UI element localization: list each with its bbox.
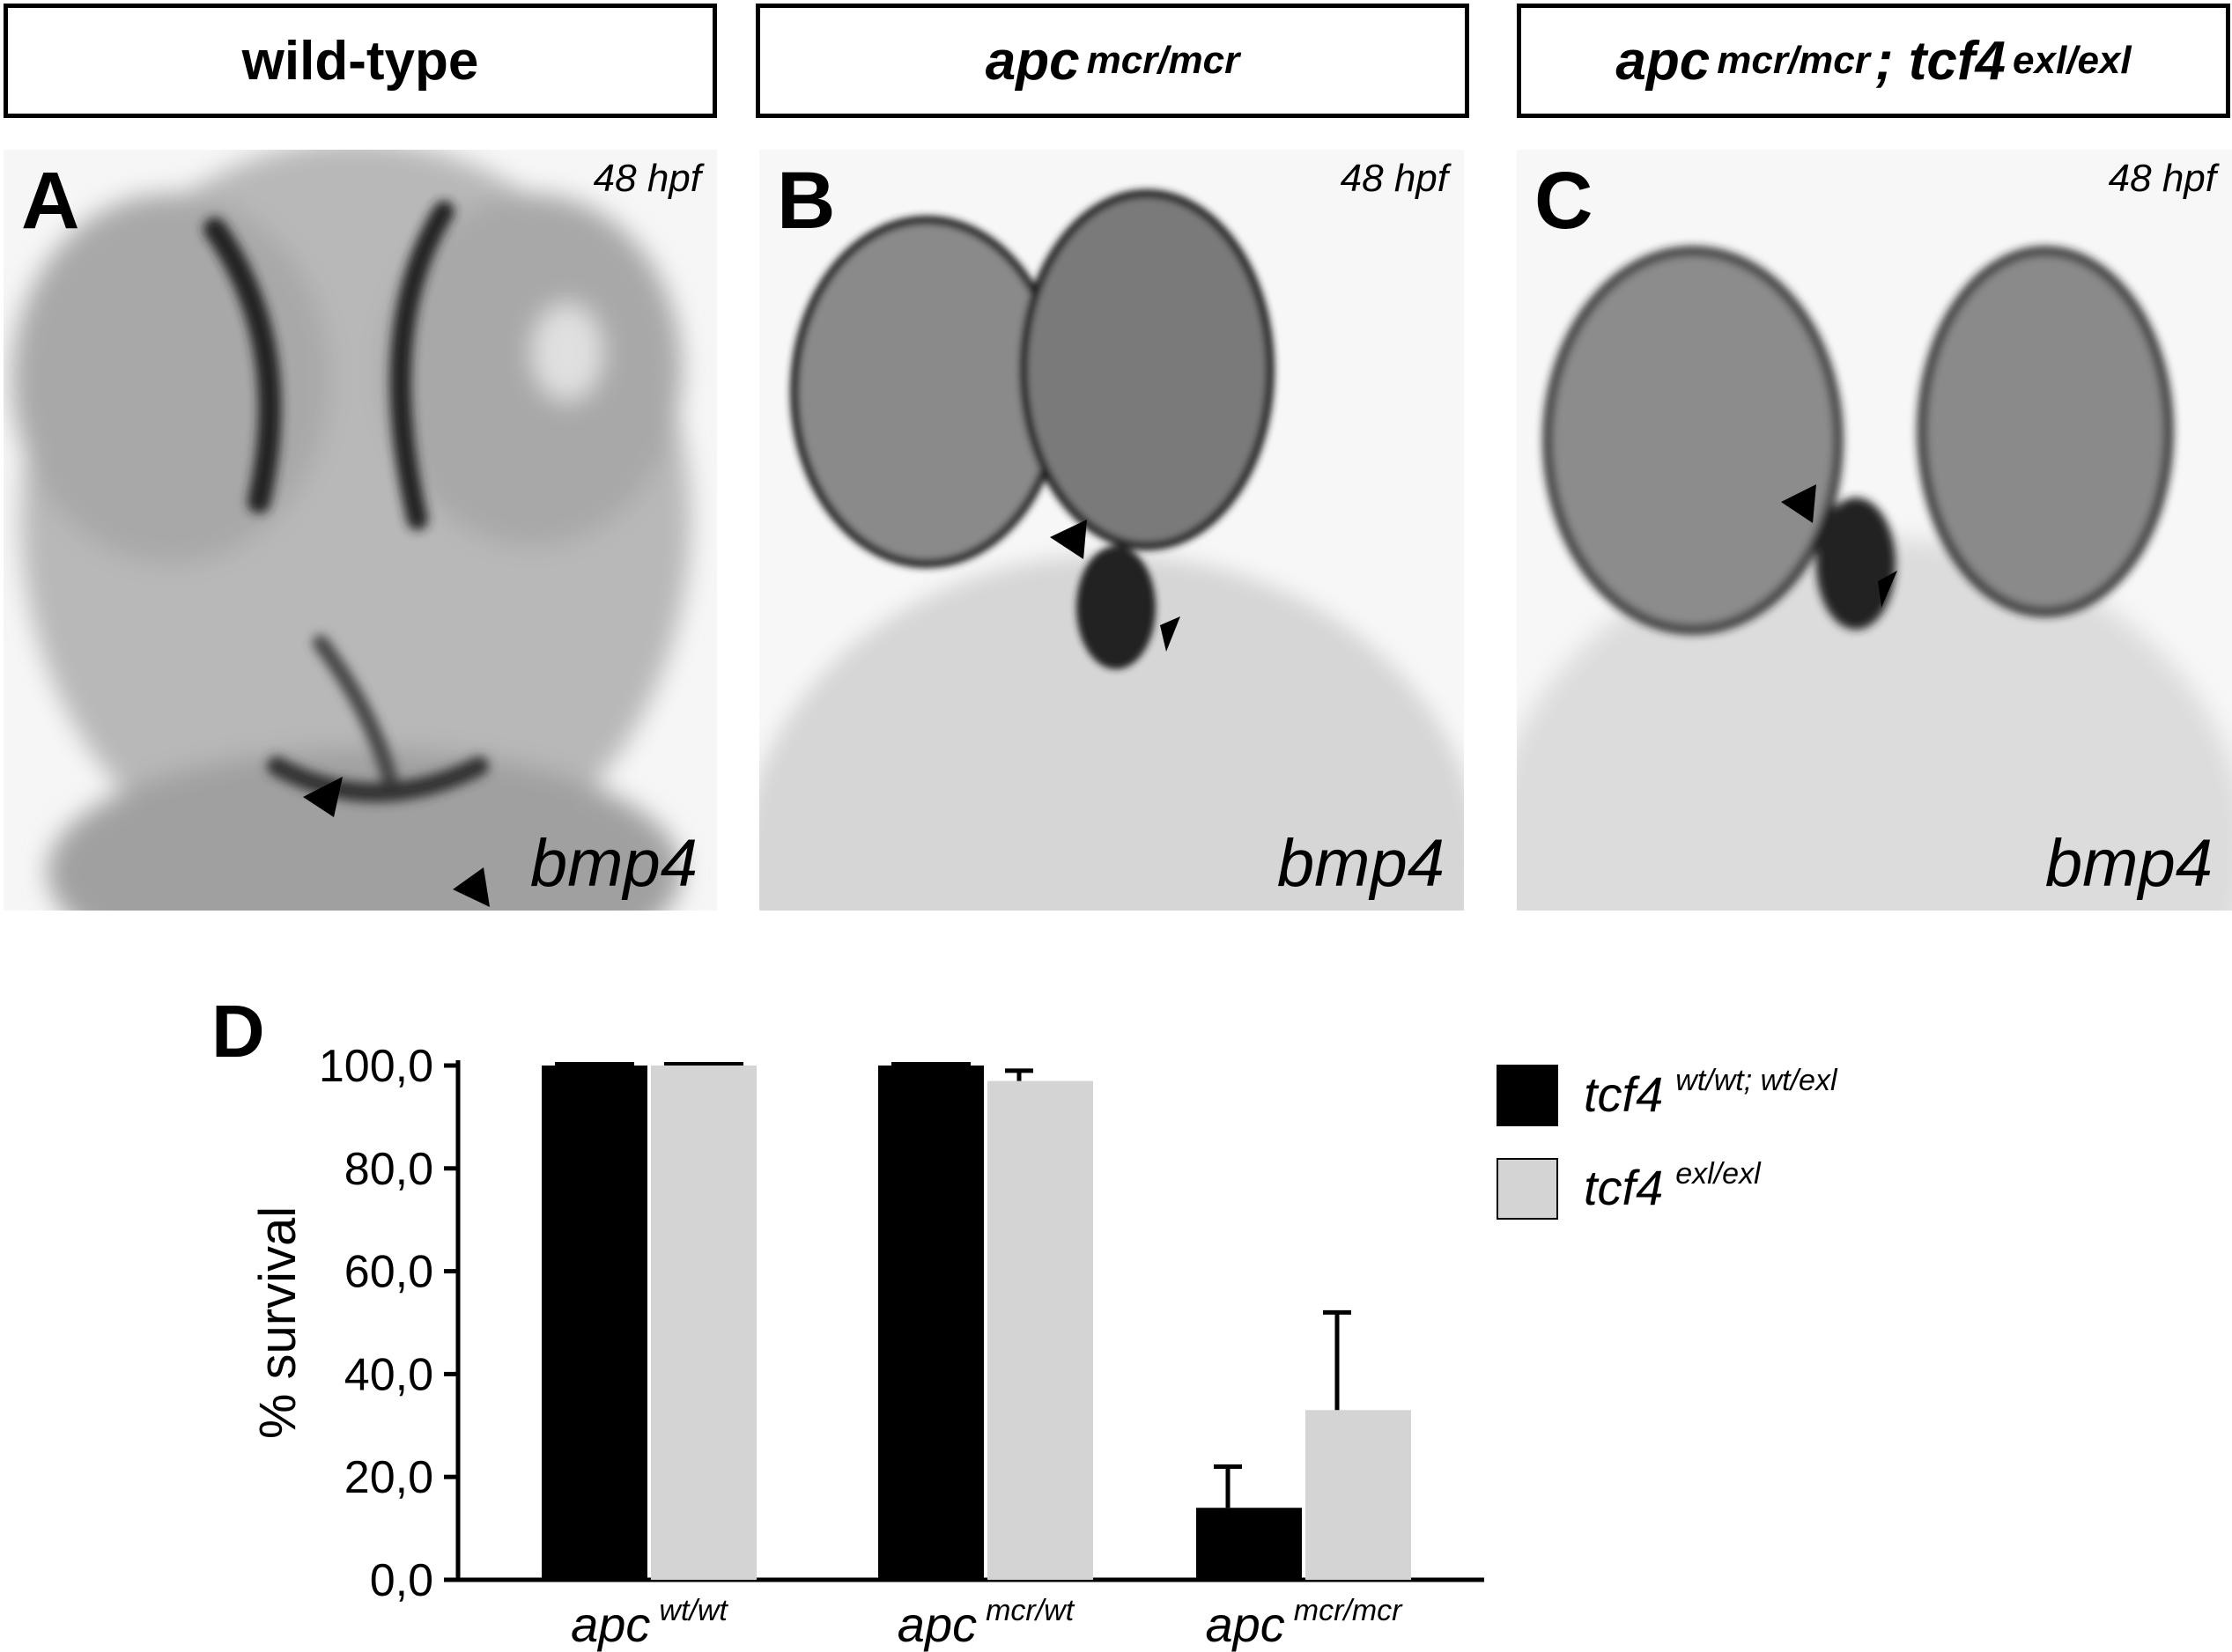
y-tick-label: 20,0 (344, 1452, 433, 1503)
genotype-superscript: mcr/mcr (1086, 39, 1240, 82)
bar (987, 1080, 1093, 1580)
panel-label: A (21, 156, 80, 246)
y-tick-label: 60,0 (344, 1247, 433, 1298)
y-tick-label: 80,0 (344, 1144, 433, 1195)
panel-label: C (1534, 156, 1593, 246)
micrograph-panel-c: C 48 hpf bmp4 (1517, 150, 2232, 911)
bar (651, 1066, 757, 1580)
legend-swatch (1497, 1158, 1558, 1220)
genotype-label: apc (1615, 30, 1711, 92)
panel-label: D (211, 990, 265, 1073)
micrograph-panel-b: B 48 hpf bmp4 (759, 150, 1464, 911)
genotype-header-wild-type: wild-type (4, 4, 717, 118)
bar (878, 1066, 984, 1580)
category-label: apc wt/wt (571, 1594, 728, 1652)
y-tick-label: 40,0 (344, 1349, 433, 1400)
embryo-image-apc-mcr (759, 150, 1464, 911)
micrograph-panel-a: A 48 hpf bmp4 (4, 150, 717, 911)
embryo-image-apc-mcr-tcf4-exl (1517, 150, 2232, 911)
embryo-image-wild-type (4, 150, 717, 911)
bar (542, 1066, 647, 1580)
gene-label: bmp4 (1276, 826, 1445, 901)
genotype-superscript-2: exl/exl (2013, 39, 2132, 82)
gene-label: bmp4 (529, 826, 698, 901)
y-tick-label: 100,0 (319, 1041, 433, 1092)
stage-label: 48 hpf (1340, 157, 1448, 200)
y-tick-label: 0,0 (370, 1555, 433, 1606)
legend-entry: tcf4 wt/wt; wt/exl (1584, 1064, 1838, 1122)
gene-label: bmp4 (2044, 826, 2213, 901)
survival-bar-chart: D 0,0 20,0 40,0 60,0 80,0 100,0 % survival apc wt… (0, 969, 2232, 1652)
y-axis-label: % survival (249, 1206, 307, 1439)
genotype-label-2: ; tcf4 (1874, 30, 2007, 92)
genotype-header-apc-mcr: apc mcr/mcr (756, 4, 1469, 118)
category-label: apc mcr/wt (898, 1594, 1075, 1652)
category-label: apc mcr/mcr (1205, 1594, 1403, 1652)
genotype-label: wild-type (241, 30, 479, 92)
genotype-header-apc-mcr-tcf4-exl: apc mcr/mcr ; tcf4 exl/exl (1517, 4, 2230, 118)
chart-svg: D 0,0 20,0 40,0 60,0 80,0 100,0 % survival apc wt… (211, 990, 1838, 1652)
bar (1305, 1410, 1411, 1580)
stage-label: 48 hpf (2108, 157, 2216, 200)
panel-label: B (777, 156, 836, 246)
legend-entry: tcf4 exl/exl (1584, 1157, 1762, 1215)
genotype-superscript: mcr/mcr (1717, 39, 1870, 82)
stage-label: 48 hpf (593, 157, 701, 200)
genotype-label: apc (985, 30, 1080, 92)
bar (1196, 1508, 1302, 1580)
legend-swatch (1497, 1065, 1558, 1126)
